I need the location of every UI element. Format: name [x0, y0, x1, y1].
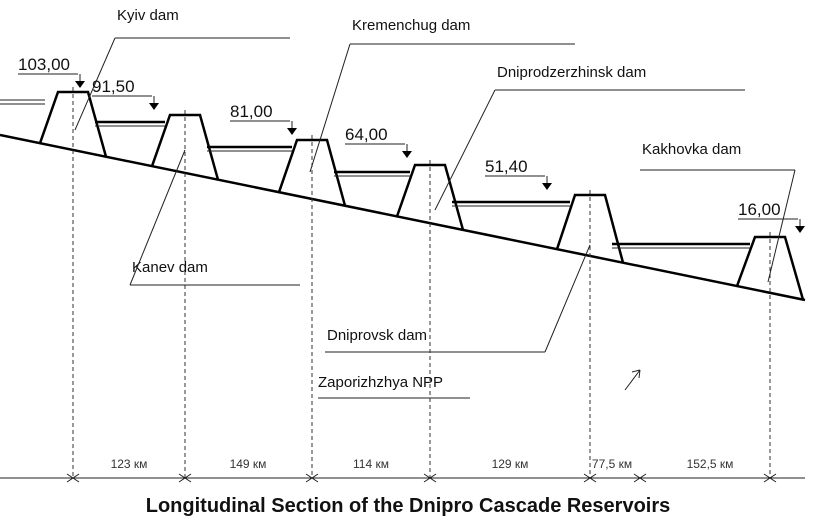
- annotation: Zaporizhzhya NPP: [318, 374, 443, 391]
- pointer: [129, 149, 186, 286]
- elevation-label: 91,50: [92, 77, 135, 96]
- tick: [178, 473, 192, 483]
- tick: [633, 473, 647, 483]
- distance-label: 129 км: [492, 457, 529, 471]
- dam: [555, 193, 625, 264]
- dam-label: Dniprovsk dam: [327, 327, 427, 344]
- level-arrow: [402, 151, 412, 158]
- distance-label: 123 км: [111, 457, 148, 471]
- elevation-marker: [485, 175, 548, 187]
- distance-label: 152,5 км: [687, 457, 734, 471]
- tick: [583, 473, 597, 483]
- elevation-marker: [230, 120, 293, 132]
- elevation-label: 103,00: [18, 55, 70, 74]
- ground-line: [0, 133, 806, 302]
- elevation-marker: [18, 73, 81, 85]
- arrow: [624, 369, 641, 391]
- distance-label: 149 км: [230, 457, 267, 471]
- dam-label: Kanev dam: [132, 259, 208, 276]
- distance-label: 77,5 км: [592, 457, 632, 471]
- title: Longitudinal Section of the Dnipro Casca…: [146, 495, 671, 517]
- elevation-marker: [738, 218, 801, 230]
- dam: [735, 235, 805, 300]
- distance-label: 114 км: [353, 457, 389, 471]
- elevation-marker: [345, 143, 408, 155]
- dam: [38, 90, 108, 158]
- pointer: [309, 43, 351, 173]
- elevation-label: 81,00: [230, 102, 273, 121]
- level-arrow: [287, 128, 297, 135]
- tick: [305, 473, 319, 483]
- elevation-label: 51,40: [485, 157, 528, 176]
- dam-label: Dniprodzerzhinsk dam: [497, 64, 646, 81]
- pointer: [434, 89, 496, 211]
- elevation-label: 64,00: [345, 125, 388, 144]
- pointer: [544, 244, 591, 353]
- elevation-label: 16,00: [738, 200, 781, 219]
- dam-label: Kyiv dam: [117, 7, 179, 24]
- tick: [66, 473, 80, 483]
- dam-label: Kremenchug dam: [352, 17, 470, 34]
- level-arrow: [149, 103, 159, 110]
- level-arrow: [795, 226, 805, 233]
- pointer: [74, 37, 116, 131]
- pointer: [767, 169, 796, 283]
- level-arrow: [75, 81, 85, 88]
- elevation-marker: [92, 95, 155, 107]
- level-arrow: [542, 183, 552, 190]
- dam-label: Kakhovka dam: [642, 141, 741, 158]
- dam: [395, 163, 465, 231]
- tick: [763, 473, 777, 483]
- tick: [423, 473, 437, 483]
